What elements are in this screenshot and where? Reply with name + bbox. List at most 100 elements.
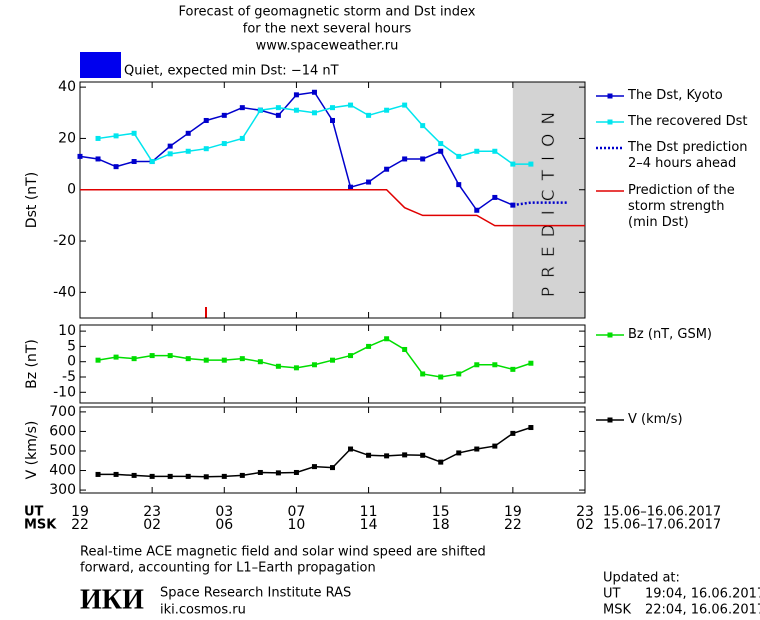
- point: [131, 472, 137, 478]
- point: [510, 366, 516, 372]
- point: [402, 102, 408, 108]
- plot-frame: [79, 81, 586, 319]
- legend-swatch: [607, 332, 613, 338]
- x-tick-label: 10: [288, 517, 306, 533]
- x-tick-label: 14: [360, 517, 378, 533]
- x-tick-label: 19: [71, 504, 89, 520]
- point: [510, 161, 516, 167]
- point: [185, 356, 191, 362]
- point: [95, 357, 101, 363]
- point: [474, 207, 480, 213]
- legend-swatch: [607, 417, 613, 423]
- point: [492, 148, 498, 154]
- point: [131, 130, 137, 136]
- x-tick-label: 23: [143, 504, 161, 520]
- series-line: [80, 188, 585, 227]
- point: [221, 357, 227, 363]
- point: [384, 336, 390, 342]
- x-tick-label: 02: [576, 517, 594, 533]
- point: [239, 356, 245, 362]
- point: [185, 473, 191, 479]
- point: [348, 102, 354, 108]
- date-range: 15.06–16.06.2017: [603, 505, 721, 520]
- point: [113, 164, 119, 170]
- point: [203, 117, 209, 123]
- axis-row-name: MSK: [24, 518, 57, 533]
- x-tick-label: 02: [143, 517, 161, 533]
- title: Forecast of geomagnetic storm and Dst in…: [178, 5, 475, 20]
- point: [492, 194, 498, 200]
- legend-label: The Dst, Kyoto: [628, 88, 723, 103]
- point: [311, 464, 317, 470]
- point: [348, 184, 354, 190]
- legend-swatch: [607, 93, 613, 99]
- point: [438, 374, 444, 380]
- updated-zone: UT: [603, 587, 621, 602]
- point: [402, 346, 408, 352]
- legend-swatch: [607, 119, 613, 125]
- point: [275, 363, 281, 369]
- point: [167, 473, 173, 479]
- point: [456, 450, 462, 456]
- series-line: [97, 337, 532, 378]
- point: [311, 89, 317, 95]
- legend-label: V (km/s): [628, 412, 683, 427]
- series-line: [512, 201, 567, 207]
- updated-zone: MSK: [603, 603, 631, 618]
- point: [131, 159, 137, 165]
- point: [257, 359, 263, 365]
- x-tick-label: 22: [71, 517, 89, 533]
- point: [311, 362, 317, 368]
- point: [348, 353, 354, 359]
- point: [95, 156, 101, 162]
- x-tick-label: 19: [504, 504, 522, 520]
- point: [167, 353, 173, 359]
- point: [77, 153, 83, 159]
- y-tick-label: 300: [49, 482, 76, 498]
- y-tick-label: 40: [58, 79, 76, 95]
- y-tick-label: 0: [67, 182, 76, 198]
- point: [366, 452, 372, 458]
- point: [438, 141, 444, 147]
- point: [366, 343, 372, 349]
- x-tick-label: 22: [504, 517, 522, 533]
- point: [510, 430, 516, 436]
- point: [402, 452, 408, 458]
- point: [167, 151, 173, 157]
- legend-label: The Dst prediction 2–4 hours ahead: [628, 140, 748, 171]
- plot-frame: [79, 406, 586, 494]
- point: [275, 470, 281, 476]
- point: [384, 107, 390, 113]
- point: [239, 135, 245, 141]
- point: [167, 143, 173, 149]
- point: [420, 156, 426, 162]
- point: [330, 465, 335, 471]
- point: [221, 141, 227, 147]
- y-axis-label: Dst (nT): [24, 172, 40, 228]
- logo: ИКИ: [80, 584, 144, 615]
- point: [239, 472, 245, 478]
- point: [275, 112, 281, 118]
- point: [384, 166, 390, 172]
- point: [185, 130, 191, 136]
- point: [203, 474, 209, 480]
- point: [311, 110, 317, 116]
- point: [185, 148, 191, 154]
- note: Real-time ACE magnetic field and solar w…: [80, 545, 486, 560]
- x-tick-label: 11: [360, 504, 378, 520]
- point: [474, 362, 480, 368]
- point: [528, 161, 534, 167]
- y-tick-label: 5: [67, 338, 76, 354]
- point: [366, 179, 372, 185]
- point: [528, 360, 534, 366]
- institute: Space Research Institute RAS: [160, 586, 351, 601]
- point: [420, 123, 426, 129]
- y-tick-label: 700: [49, 404, 76, 420]
- y-tick-label: 500: [49, 443, 76, 459]
- point: [113, 133, 119, 139]
- point: [221, 473, 227, 479]
- status-label: Quiet, expected min Dst: −14 nT: [124, 64, 339, 79]
- title: www.spaceweather.ru: [256, 39, 399, 54]
- point: [257, 469, 263, 475]
